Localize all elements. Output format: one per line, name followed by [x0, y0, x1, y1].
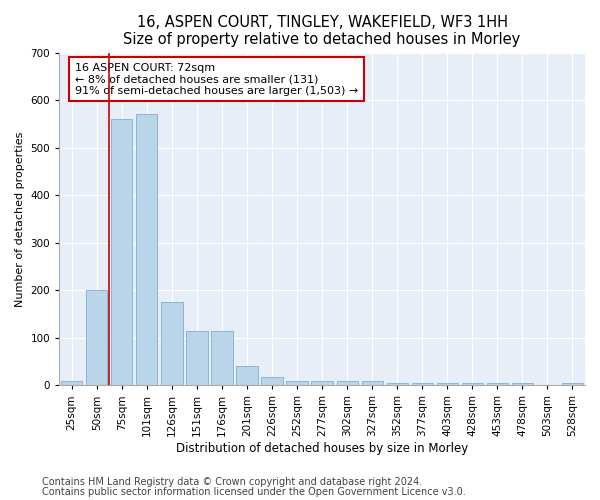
Bar: [186, 330, 208, 386]
Bar: [161, 302, 182, 386]
Bar: [111, 119, 133, 386]
Y-axis label: Number of detached properties: Number of detached properties: [15, 132, 25, 306]
Bar: [512, 384, 533, 386]
Bar: [286, 382, 308, 386]
Bar: [562, 384, 583, 386]
Bar: [386, 384, 408, 386]
Bar: [86, 290, 107, 386]
Bar: [412, 384, 433, 386]
Bar: [487, 384, 508, 386]
Text: 16 ASPEN COURT: 72sqm
← 8% of detached houses are smaller (131)
91% of semi-deta: 16 ASPEN COURT: 72sqm ← 8% of detached h…: [75, 62, 358, 96]
Bar: [262, 376, 283, 386]
Bar: [437, 384, 458, 386]
X-axis label: Distribution of detached houses by size in Morley: Distribution of detached houses by size …: [176, 442, 468, 455]
Bar: [136, 114, 157, 386]
Bar: [311, 382, 333, 386]
Title: 16, ASPEN COURT, TINGLEY, WAKEFIELD, WF3 1HH
Size of property relative to detach: 16, ASPEN COURT, TINGLEY, WAKEFIELD, WF3…: [124, 15, 521, 48]
Bar: [337, 382, 358, 386]
Bar: [236, 366, 257, 386]
Bar: [61, 380, 82, 386]
Text: Contains public sector information licensed under the Open Government Licence v3: Contains public sector information licen…: [42, 487, 466, 497]
Bar: [461, 384, 483, 386]
Text: Contains HM Land Registry data © Crown copyright and database right 2024.: Contains HM Land Registry data © Crown c…: [42, 477, 422, 487]
Bar: [211, 330, 233, 386]
Bar: [362, 382, 383, 386]
